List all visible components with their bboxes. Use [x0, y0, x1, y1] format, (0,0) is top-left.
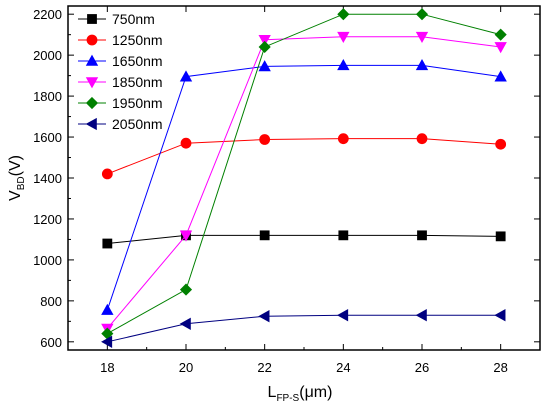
- data-point-marker: [259, 230, 270, 241]
- series-line: [107, 234, 501, 245]
- data-point-marker: [415, 309, 427, 322]
- legend-marker: [85, 117, 97, 131]
- y-tick-label: 800: [40, 294, 62, 309]
- data-point-marker: [258, 310, 270, 323]
- legend-item: 2050nm: [78, 116, 163, 132]
- series-line: [107, 13, 501, 335]
- data-point-marker: [494, 28, 507, 41]
- x-axis-ticks: 18 20 22 24 26 28: [67, 6, 541, 375]
- data-point-marker: [179, 317, 191, 330]
- series-line: [106, 64, 501, 311]
- series-1650nm: [101, 59, 507, 315]
- data-point-marker: [337, 59, 350, 71]
- data-point-marker: [416, 133, 428, 145]
- x-tick-label: 18: [100, 360, 114, 375]
- legend-marker: [87, 14, 97, 24]
- data-point-marker: [258, 60, 271, 72]
- series-line: [107, 138, 501, 175]
- data-point-marker: [258, 40, 271, 54]
- series-750nm: [102, 230, 506, 249]
- legend-label: 2050nm: [112, 116, 163, 132]
- data-point-marker: [259, 134, 271, 145]
- data-point-marker: [415, 59, 429, 71]
- data-point-marker: [338, 230, 349, 241]
- series-1250nm: [101, 133, 507, 180]
- legend-item: 750nm: [78, 11, 155, 27]
- y-tick-label: 1800: [33, 89, 62, 104]
- data-point-marker: [415, 8, 429, 21]
- x-tick-label: 26: [415, 360, 429, 375]
- series-line: [106, 36, 501, 329]
- legend-marker: [85, 54, 99, 66]
- legend-label: 1850nm: [112, 74, 163, 90]
- legend-label: 1950nm: [112, 95, 163, 111]
- data-point-marker: [179, 283, 193, 296]
- data-point-marker: [495, 138, 507, 150]
- legend-marker: [85, 77, 99, 89]
- data-point-marker: [337, 8, 350, 21]
- legend-item: 1650nm: [78, 53, 163, 69]
- data-point-marker: [101, 335, 113, 348]
- legend-marker: [86, 34, 98, 46]
- y-tick-label: 2000: [33, 48, 62, 63]
- data-point-marker: [101, 303, 114, 315]
- y-tick-label: 1000: [33, 253, 62, 268]
- data-point-marker: [337, 31, 350, 44]
- series-line: [107, 314, 501, 343]
- data-point-marker: [258, 34, 271, 47]
- legend-label: 1250nm: [112, 32, 163, 48]
- x-tick-label: 20: [179, 360, 193, 375]
- data-point-marker: [495, 231, 506, 242]
- y-tick-label: 600: [40, 335, 62, 350]
- series-1950nm: [101, 8, 507, 340]
- y-tick-label: 1200: [33, 212, 62, 227]
- y-tick-label: 1400: [33, 171, 62, 186]
- x-tick-label: 22: [257, 360, 271, 375]
- data-point-marker: [180, 137, 192, 149]
- data-point-marker: [494, 309, 506, 322]
- legend-item: 1850nm: [78, 74, 163, 90]
- legend-label: 750nm: [112, 11, 155, 27]
- y-tick-label: 1600: [33, 130, 62, 145]
- data-point-marker: [494, 70, 507, 82]
- data-point-marker: [417, 230, 427, 241]
- legend: 750nm 1250nm 1650nm 1850nm 1950nm 2050nm: [78, 11, 163, 132]
- y-axis-label: VBD(V): [7, 155, 27, 201]
- series-layer: [101, 8, 507, 348]
- data-point-marker: [494, 42, 507, 54]
- data-point-marker: [337, 309, 349, 322]
- legend-label: 1650nm: [112, 53, 163, 69]
- legend-marker: [85, 96, 99, 110]
- data-point-marker: [415, 31, 429, 44]
- y-axis-ticks: 600 800 1000 1200 1400 1600 1800 2000 2200: [33, 7, 540, 350]
- series-1850nm: [101, 31, 507, 335]
- data-point-marker: [179, 230, 193, 242]
- x-tick-label: 24: [336, 360, 350, 375]
- data-point-marker: [179, 70, 193, 82]
- legend-item: 1950nm: [78, 95, 163, 111]
- data-point-marker: [102, 238, 113, 249]
- data-point-marker: [337, 133, 349, 145]
- data-point-marker: [101, 168, 113, 180]
- x-axis-label: LFP-S(μm): [268, 384, 333, 404]
- y-tick-label: 2200: [33, 7, 62, 22]
- legend-item: 1250nm: [78, 32, 163, 48]
- series-2050nm: [101, 309, 506, 348]
- x-tick-label: 28: [493, 360, 507, 375]
